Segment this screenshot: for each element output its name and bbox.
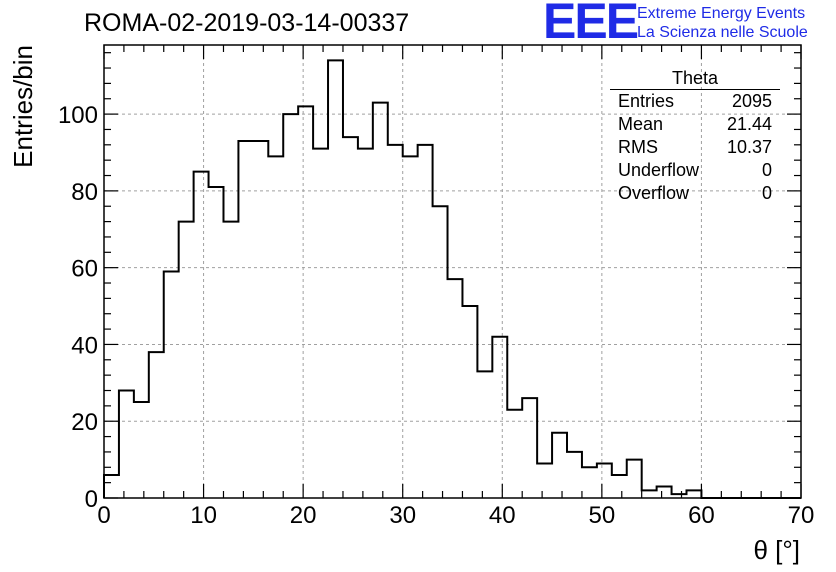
stats-label: Mean — [618, 114, 664, 134]
y-tick-label: 60 — [71, 256, 98, 283]
histogram-bin — [522, 398, 537, 498]
stats-value: 21.44 — [726, 114, 772, 134]
histogram-bin — [328, 60, 343, 498]
histogram-bin — [283, 114, 298, 498]
histogram-bin — [268, 156, 283, 498]
histogram-bin — [612, 475, 627, 498]
stats-value: 0 — [761, 160, 772, 180]
logo-subtitle-1: Extreme Energy Events — [637, 5, 806, 22]
run-title: ROMA-02-2019-03-14-00337 — [84, 9, 410, 37]
histogram-bin — [537, 463, 552, 498]
y-axis-label: Entries/bin — [8, 45, 38, 168]
stats-row-overflow: Overflow 0 — [610, 182, 780, 205]
histogram-bin — [209, 187, 224, 498]
histogram-bin — [477, 371, 492, 498]
histogram-bin — [179, 222, 194, 498]
histogram-bin — [104, 475, 119, 498]
stats-value: 2095 — [731, 91, 772, 111]
histogram-bin — [642, 490, 657, 498]
histogram-bin — [597, 463, 612, 498]
stats-value: 10.37 — [726, 137, 772, 157]
x-tick-label: 50 — [589, 502, 616, 529]
y-tick-label: 40 — [71, 332, 98, 359]
histogram-bin — [686, 490, 701, 498]
y-tick-label: 20 — [71, 409, 98, 436]
x-tick-label: 0 — [97, 502, 110, 529]
histogram-bin — [388, 145, 403, 498]
histogram-bin — [433, 206, 448, 498]
histogram-bin — [462, 306, 477, 498]
histogram-bin — [343, 137, 358, 498]
plot-frame — [103, 44, 802, 499]
histogram-bin — [238, 141, 253, 498]
histogram-bin — [253, 141, 268, 498]
histogram-bin — [373, 103, 388, 498]
stats-value: 0 — [761, 183, 772, 203]
histogram-bin — [552, 433, 567, 498]
histogram-bin — [492, 337, 507, 498]
stats-title: Theta — [610, 67, 780, 90]
x-tick-label: 60 — [688, 502, 715, 529]
stats-box: Theta Entries 2095 Mean 21.44 RMS 10.37 … — [610, 67, 780, 205]
histogram-bin — [358, 149, 373, 498]
histogram-bin — [164, 272, 179, 499]
histogram-bin — [418, 145, 433, 498]
histogram-bin — [507, 410, 522, 498]
histogram-bin — [582, 467, 597, 498]
stats-label: Entries — [618, 91, 675, 111]
histogram-bin — [313, 149, 328, 498]
y-tick-label: 0 — [85, 486, 98, 513]
x-tick-label: 30 — [389, 502, 416, 529]
stats-row-entries: Entries 2095 — [610, 90, 780, 113]
x-axis-label: θ [°] — [753, 535, 800, 565]
histogram-outline — [103, 59, 801, 499]
histogram-bin — [149, 352, 164, 498]
histogram-bin — [223, 222, 238, 498]
eee-logo-mark: EEE — [543, 0, 639, 49]
stats-label: Underflow — [618, 160, 700, 180]
histogram-bin — [119, 391, 134, 498]
stats-label: Overflow — [618, 183, 690, 203]
x-tick-label: 70 — [788, 502, 815, 529]
histogram-bin — [403, 156, 418, 498]
histogram-bin — [657, 486, 672, 498]
histogram-bin — [567, 452, 582, 498]
histogram-bin — [448, 279, 463, 498]
eee-logo: EEE Extreme Energy Events La Scienza nel… — [543, 0, 833, 49]
stats-row-mean: Mean 21.44 — [610, 113, 780, 136]
logo-subtitle-2: La Scienza nelle Scuole — [637, 24, 808, 41]
histogram-bin — [194, 172, 209, 498]
x-tick-label: 10 — [190, 502, 217, 529]
stats-label: RMS — [618, 137, 658, 157]
y-tick-label: 80 — [71, 179, 98, 206]
stats-row-rms: RMS 10.37 — [610, 136, 780, 159]
stats-row-underflow: Underflow 0 — [610, 159, 780, 182]
histogram-bin — [627, 460, 642, 498]
x-tick-label: 40 — [489, 502, 516, 529]
y-tick-label: 100 — [58, 102, 98, 129]
histogram-bin — [134, 402, 149, 498]
histogram-bin — [298, 106, 313, 498]
x-tick-label: 20 — [290, 502, 317, 529]
